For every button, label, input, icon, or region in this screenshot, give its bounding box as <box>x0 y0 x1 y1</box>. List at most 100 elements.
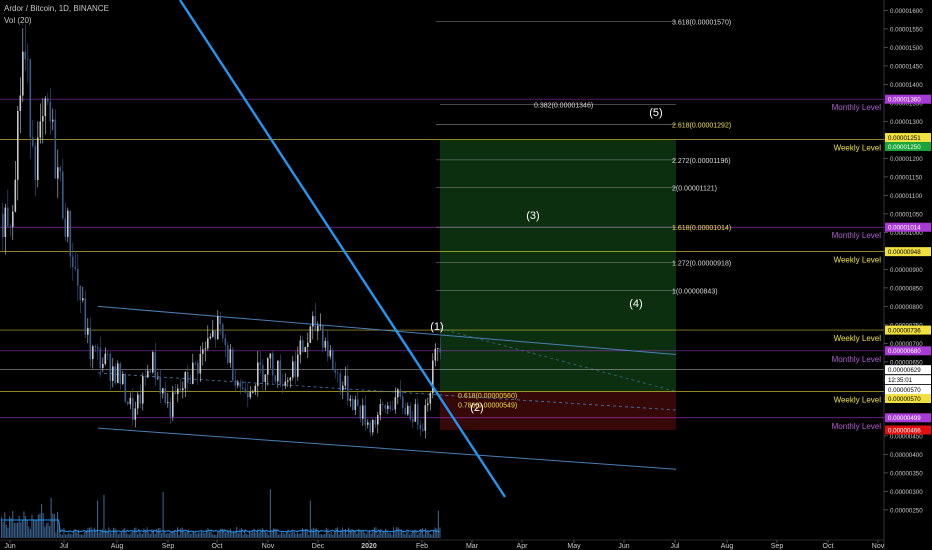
volume-bar <box>149 534 151 538</box>
monthly-level-label: Monthly Level <box>832 422 882 431</box>
volume-bar <box>377 534 379 538</box>
position-zones <box>440 139 676 430</box>
volume-bar <box>116 531 118 538</box>
volume-bar <box>373 527 375 538</box>
price-tag-label: 0.00000466 <box>888 427 921 434</box>
candle-body <box>39 121 42 138</box>
volume-bar <box>237 533 239 538</box>
volume-bar <box>290 532 292 538</box>
volume-indicator-label[interactable]: Vol (20) <box>4 16 32 25</box>
fib-label: 0.786(0.00000549) <box>458 402 517 409</box>
price-tag-label: 0.00000570 <box>888 396 921 403</box>
candle-body <box>349 398 352 401</box>
volume-bar <box>57 511 59 538</box>
volume-bar <box>97 500 99 538</box>
volume-bar <box>105 529 107 538</box>
volume-bar <box>13 522 15 538</box>
volume-bar <box>100 530 102 538</box>
price-tag-label: 0.00000680 <box>888 348 921 355</box>
candle-body <box>352 398 354 410</box>
stop-price-tag[interactable] <box>885 425 931 435</box>
channel-upper-line[interactable] <box>97 305 677 355</box>
volume-bar <box>212 534 214 538</box>
volume-bar <box>2 521 4 538</box>
downtrend-line[interactable] <box>178 0 507 498</box>
candle-body <box>14 179 17 212</box>
price-tick-label: 0.00000300 <box>890 489 923 496</box>
candle-body <box>362 405 364 419</box>
candle-body <box>424 405 427 431</box>
weekly-price-tag[interactable] <box>885 325 931 335</box>
candle-body <box>82 298 84 301</box>
volume-bar <box>356 533 358 538</box>
target-price-tag[interactable] <box>885 142 931 152</box>
candle-body <box>27 59 29 60</box>
monthly-price-tag[interactable] <box>885 222 931 232</box>
fib-extension-tool[interactable]: 3.618(0.00001570) 0.382(0.00001346) 2.618(… <box>436 20 731 410</box>
volume-ma-line <box>1 519 440 533</box>
candle-body <box>57 167 59 179</box>
volume-bar <box>44 526 46 538</box>
channel-lower-line[interactable] <box>97 427 677 470</box>
candle-body <box>222 324 224 339</box>
weekly-price-tag[interactable] <box>885 394 931 403</box>
downtrend-line[interactable] <box>178 0 507 498</box>
current-price-tag[interactable] <box>885 365 931 375</box>
price-tick-label: 0.00001050 <box>890 211 923 218</box>
volume-bar <box>364 532 366 538</box>
candle-body <box>114 366 117 384</box>
weekly-price-tag[interactable] <box>885 247 931 257</box>
volume-bar <box>154 533 156 538</box>
volume-bar <box>31 514 33 538</box>
candle-body <box>79 285 82 301</box>
current-price-tag[interactable] <box>885 375 931 385</box>
channel-lines[interactable] <box>97 305 677 470</box>
volume-bar <box>20 522 22 538</box>
volume-bar <box>311 528 313 538</box>
price-tick-label: 0.00001400 <box>890 82 923 89</box>
candle-body <box>174 392 177 395</box>
volume-bar <box>135 527 137 538</box>
volume-bar <box>241 528 243 538</box>
candle-body <box>37 137 39 181</box>
volume-bar <box>410 533 412 538</box>
candle-body <box>147 370 149 378</box>
volume-bar <box>404 534 406 538</box>
price-axis[interactable]: 0.00001600 0.00001550 0.00001500 0.00001450… <box>883 0 932 550</box>
volume-bar <box>425 528 427 538</box>
candle-body <box>154 352 157 379</box>
monthly-price-tag[interactable] <box>885 94 931 104</box>
entry-price-tag[interactable] <box>885 385 931 394</box>
price-tick-label: 0.00000900 <box>890 267 923 274</box>
candle-body <box>304 346 307 352</box>
candle-body <box>272 353 274 376</box>
time-axis[interactable]: Jun Jul Aug Sep Oct Nov Dec 2020 Feb Mar Apr May Jun… <box>0 539 885 550</box>
volume-bar <box>405 532 407 538</box>
volume-bar <box>138 529 140 538</box>
candle-body <box>414 404 417 422</box>
fib-label: 3.618(0.00001570) <box>672 20 731 27</box>
candle-body <box>9 226 12 228</box>
candle-body <box>394 397 397 410</box>
volume-bar <box>84 531 86 538</box>
volume-bar <box>289 533 291 538</box>
volume-bar <box>101 529 103 538</box>
volume-bar <box>217 532 219 538</box>
volume-bar <box>17 522 19 538</box>
price-tag-label: 0.00000499 <box>888 415 921 422</box>
volume-bar <box>420 529 422 538</box>
volume-bar <box>92 531 94 538</box>
volume-bar <box>137 534 139 538</box>
monthly-price-tag[interactable] <box>885 413 931 423</box>
candle-body <box>427 403 429 406</box>
candle-body <box>399 389 402 397</box>
candle-body <box>354 399 357 410</box>
volume-bar <box>143 528 145 538</box>
weekly-level-label: Weekly Level <box>834 256 882 265</box>
fib-label: 0.618(0.00000560) <box>458 393 517 400</box>
monthly-price-tag[interactable] <box>885 346 931 356</box>
weekly-price-tag[interactable] <box>885 133 931 143</box>
volume-bar <box>162 491 164 538</box>
price-tag-label: 0.00000736 <box>888 327 921 334</box>
